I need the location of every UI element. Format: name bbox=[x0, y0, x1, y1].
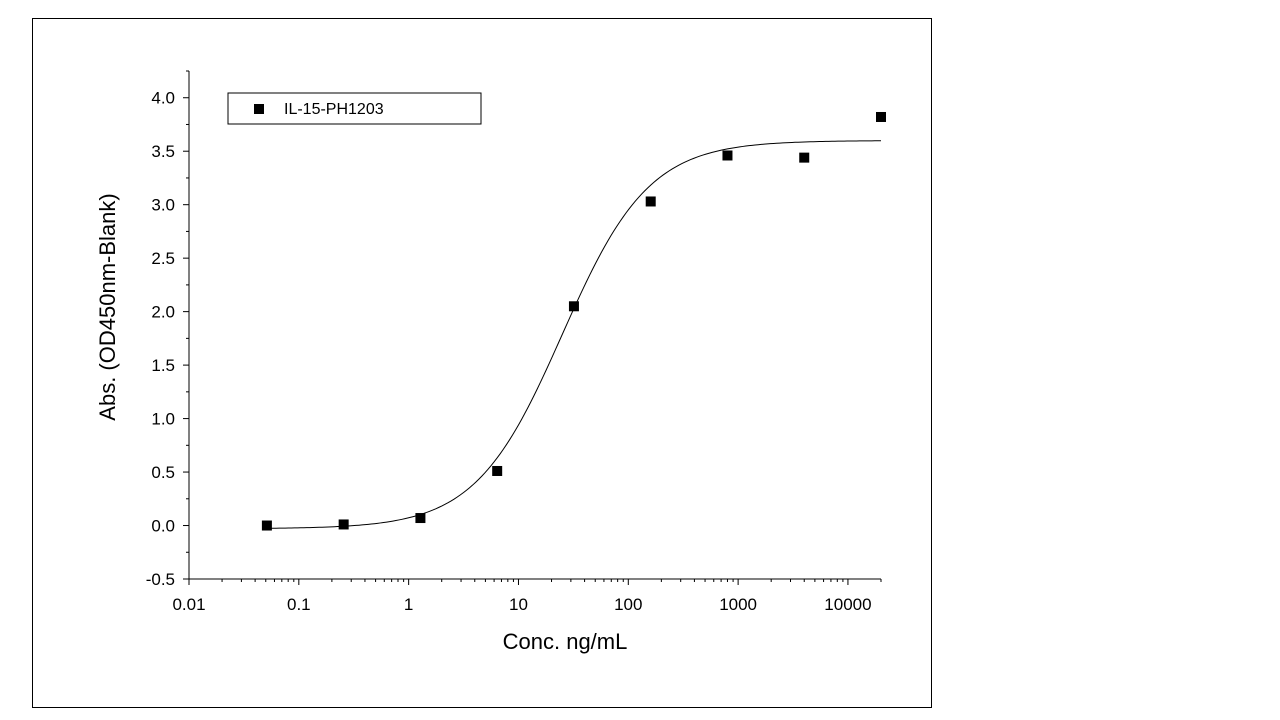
x-tick-label: 1 bbox=[404, 595, 413, 614]
legend: IL-15-PH1203 bbox=[227, 92, 482, 125]
data-point bbox=[568, 301, 579, 312]
y-tick-label: 1.5 bbox=[151, 356, 175, 375]
x-tick-label: 100 bbox=[614, 595, 642, 614]
y-tick-label: 2.5 bbox=[151, 249, 175, 268]
data-points bbox=[261, 111, 886, 531]
y-tick-label: 3.0 bbox=[151, 196, 175, 215]
x-axis-title: Conc. ng/mL bbox=[503, 629, 628, 654]
x-tick-label: 0.01 bbox=[172, 595, 205, 614]
y-tick-label: 2.0 bbox=[151, 303, 175, 322]
data-point bbox=[722, 150, 733, 161]
data-point bbox=[799, 152, 810, 163]
x-tick-label: 0.1 bbox=[287, 595, 311, 614]
y-axis-ticks: -0.5 0.0 0.5 1.0 1.5 2.0 2.5 3.0 3.5 4.0 bbox=[146, 70, 189, 589]
legend-box bbox=[227, 92, 482, 125]
legend-marker-square bbox=[254, 104, 264, 114]
y-tick-label: 4.0 bbox=[151, 89, 175, 108]
x-axis-ticks: 0.01 0.1 1 10 100 1000 10000 bbox=[172, 579, 882, 614]
chart-svg: 0.01 0.1 1 10 100 1000 10000 -0.5 0.0 0.5 1.0 1.5 2… bbox=[95, 70, 886, 654]
x-tick-label: 10 bbox=[509, 595, 528, 614]
y-tick-label: 0.0 bbox=[151, 517, 175, 536]
data-point bbox=[492, 465, 503, 476]
x-tick-label: 10000 bbox=[824, 595, 871, 614]
data-point bbox=[261, 520, 272, 531]
data-point bbox=[645, 196, 656, 207]
axes bbox=[188, 71, 881, 580]
data-point bbox=[415, 513, 426, 524]
y-tick-label: -0.5 bbox=[146, 570, 175, 589]
chart-frame: 0.01 0.1 1 10 100 1000 10000 -0.5 0.0 0.5 1.0 1.5 2… bbox=[32, 18, 932, 708]
legend-label: IL-15-PH1203 bbox=[284, 101, 384, 118]
x-tick-label: 1000 bbox=[719, 595, 757, 614]
y-tick-label: 0.5 bbox=[151, 463, 175, 482]
y-axis-title: Abs. (OD450nm-Blank) bbox=[95, 193, 120, 420]
y-tick-label: 1.0 bbox=[151, 410, 175, 429]
fit-curve bbox=[266, 140, 882, 529]
data-point bbox=[876, 111, 886, 122]
y-tick-label: 3.5 bbox=[151, 142, 175, 161]
data-point bbox=[338, 519, 349, 530]
